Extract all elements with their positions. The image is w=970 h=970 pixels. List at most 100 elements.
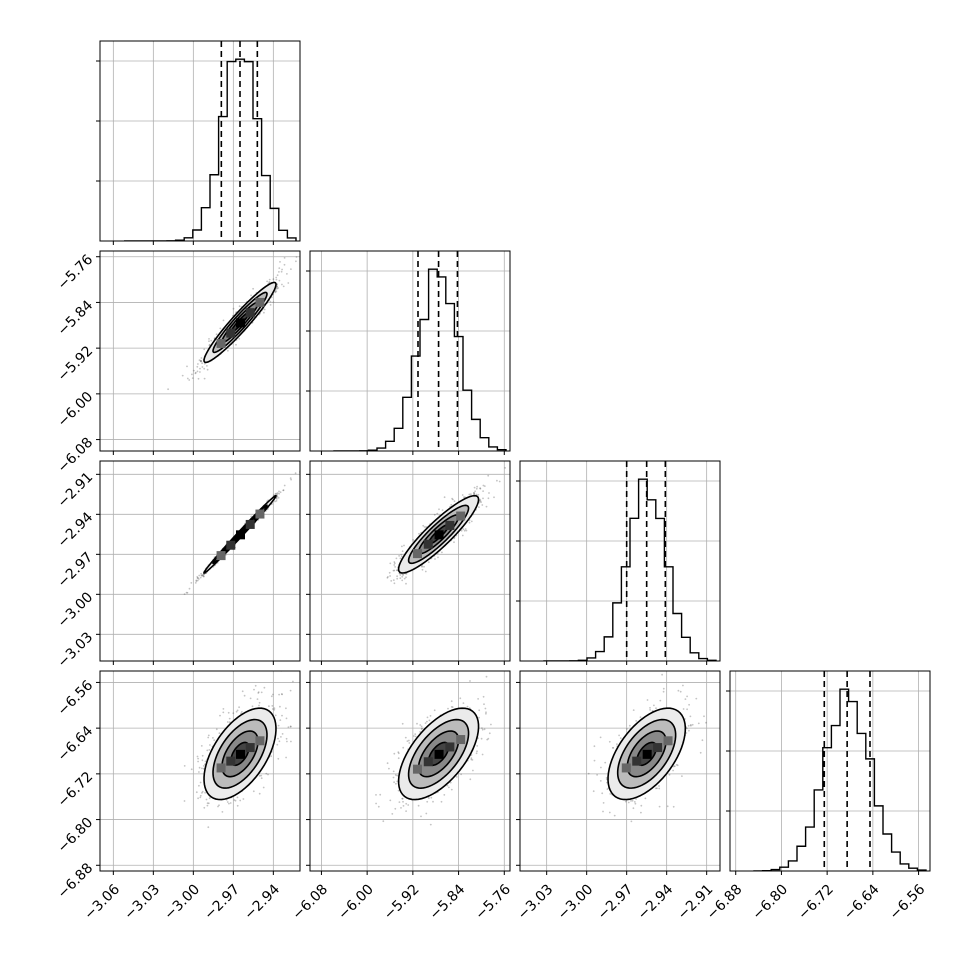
- scatter-point: [194, 582, 197, 584]
- scatter-point: [250, 515, 253, 518]
- scatter-point: [668, 773, 671, 776]
- scatter-point: [477, 493, 480, 496]
- scatter-point: [481, 728, 484, 731]
- scatter-point: [267, 773, 269, 776]
- scatter-point: [208, 338, 210, 340]
- scatter-point: [183, 765, 186, 767]
- scatter-point: [460, 529, 463, 532]
- density-bin: [236, 318, 245, 328]
- scatter-point: [274, 500, 276, 503]
- scatter-point: [705, 721, 707, 724]
- scatter-point: [401, 550, 404, 553]
- scatter-point: [194, 372, 197, 375]
- scatter-point: [278, 740, 281, 743]
- scatter-point: [222, 711, 225, 714]
- scatter-point: [393, 564, 396, 566]
- scatter-point: [282, 285, 285, 288]
- density-bin: [226, 540, 236, 550]
- scatter-point: [479, 487, 482, 490]
- scatter-point: [490, 723, 492, 726]
- scatter-point: [429, 715, 432, 717]
- scatter-point: [401, 797, 404, 800]
- scatter-point: [209, 744, 211, 746]
- scatter-point: [482, 490, 484, 492]
- scatter-point: [433, 709, 436, 712]
- scatter-point: [405, 802, 408, 805]
- scatter-point: [463, 529, 466, 532]
- scatter-point: [252, 287, 255, 290]
- scatter-point: [451, 497, 453, 500]
- density-bin: [216, 763, 226, 773]
- scatter-point: [241, 711, 243, 713]
- scatter-point: [421, 727, 423, 730]
- scatter-point: [249, 697, 252, 700]
- scatter-point: [485, 675, 488, 678]
- scatter-point: [290, 478, 292, 481]
- scatter-point: [661, 673, 663, 676]
- scatter-point: [461, 534, 464, 537]
- scatter-point: [194, 371, 197, 374]
- scatter-point: [198, 359, 201, 361]
- scatter-point: [279, 705, 281, 708]
- density-bin: [255, 297, 265, 307]
- histogram-1: [333, 268, 507, 451]
- scatter-point: [618, 734, 620, 737]
- scatter-point: [282, 489, 285, 492]
- hist-panel-1: [306, 251, 510, 455]
- scatter-point: [201, 790, 204, 793]
- scatter-point: [608, 740, 611, 743]
- scatter-point: [420, 725, 423, 728]
- density-bin: [412, 549, 422, 559]
- scatter-point: [206, 804, 209, 807]
- scatter-point: [423, 526, 426, 528]
- scatter-point: [677, 689, 680, 692]
- scatter-point: [218, 732, 221, 735]
- density-bin: [434, 530, 444, 540]
- scatter-point: [399, 557, 402, 560]
- scatter-point: [485, 505, 488, 508]
- scatter-point: [468, 707, 471, 709]
- scatter-point: [257, 691, 260, 693]
- scatter-point: [206, 749, 209, 752]
- scatter-point: [199, 781, 202, 784]
- scatter-panel-3-0: [96, 671, 300, 875]
- hist-panel-1-frame: [309, 250, 511, 452]
- scatter-point: [414, 735, 417, 738]
- scatter-point: [640, 804, 643, 807]
- scatter-point: [477, 698, 479, 700]
- scatter-point: [295, 260, 297, 263]
- scatter-point: [446, 784, 449, 787]
- scatter-point: [241, 690, 244, 693]
- scatter-point: [473, 491, 475, 494]
- scatter-point: [276, 287, 278, 290]
- histogram-0: [124, 58, 297, 241]
- scatter-point: [201, 759, 204, 762]
- scatter-point: [396, 780, 399, 783]
- scatter-point: [219, 327, 222, 330]
- scatter-point: [290, 740, 292, 743]
- hist-panel-2-frame: [519, 460, 721, 662]
- scatter-point: [389, 562, 392, 565]
- scatter-point: [274, 290, 277, 293]
- scatter-point: [375, 794, 377, 796]
- scatter-point: [275, 500, 278, 502]
- scatter-point: [199, 359, 202, 362]
- scatter-point: [226, 801, 229, 803]
- scatter-point: [387, 576, 389, 578]
- scatter-point: [217, 805, 219, 808]
- scatter-point: [278, 693, 280, 696]
- scatter-point: [295, 256, 298, 258]
- scatter-point: [675, 763, 678, 766]
- density-bin: [236, 749, 245, 759]
- scatter-point: [201, 362, 204, 365]
- histogram-2: [544, 478, 717, 661]
- density-bin: [255, 736, 265, 746]
- scatter-point: [600, 766, 602, 769]
- scatter-point: [204, 791, 207, 794]
- scatter-point: [426, 716, 429, 719]
- scatter-point: [271, 708, 274, 710]
- scatter-point: [434, 558, 436, 560]
- scatter-point: [468, 521, 471, 524]
- density-bin: [445, 520, 455, 530]
- scatter-point: [235, 710, 238, 713]
